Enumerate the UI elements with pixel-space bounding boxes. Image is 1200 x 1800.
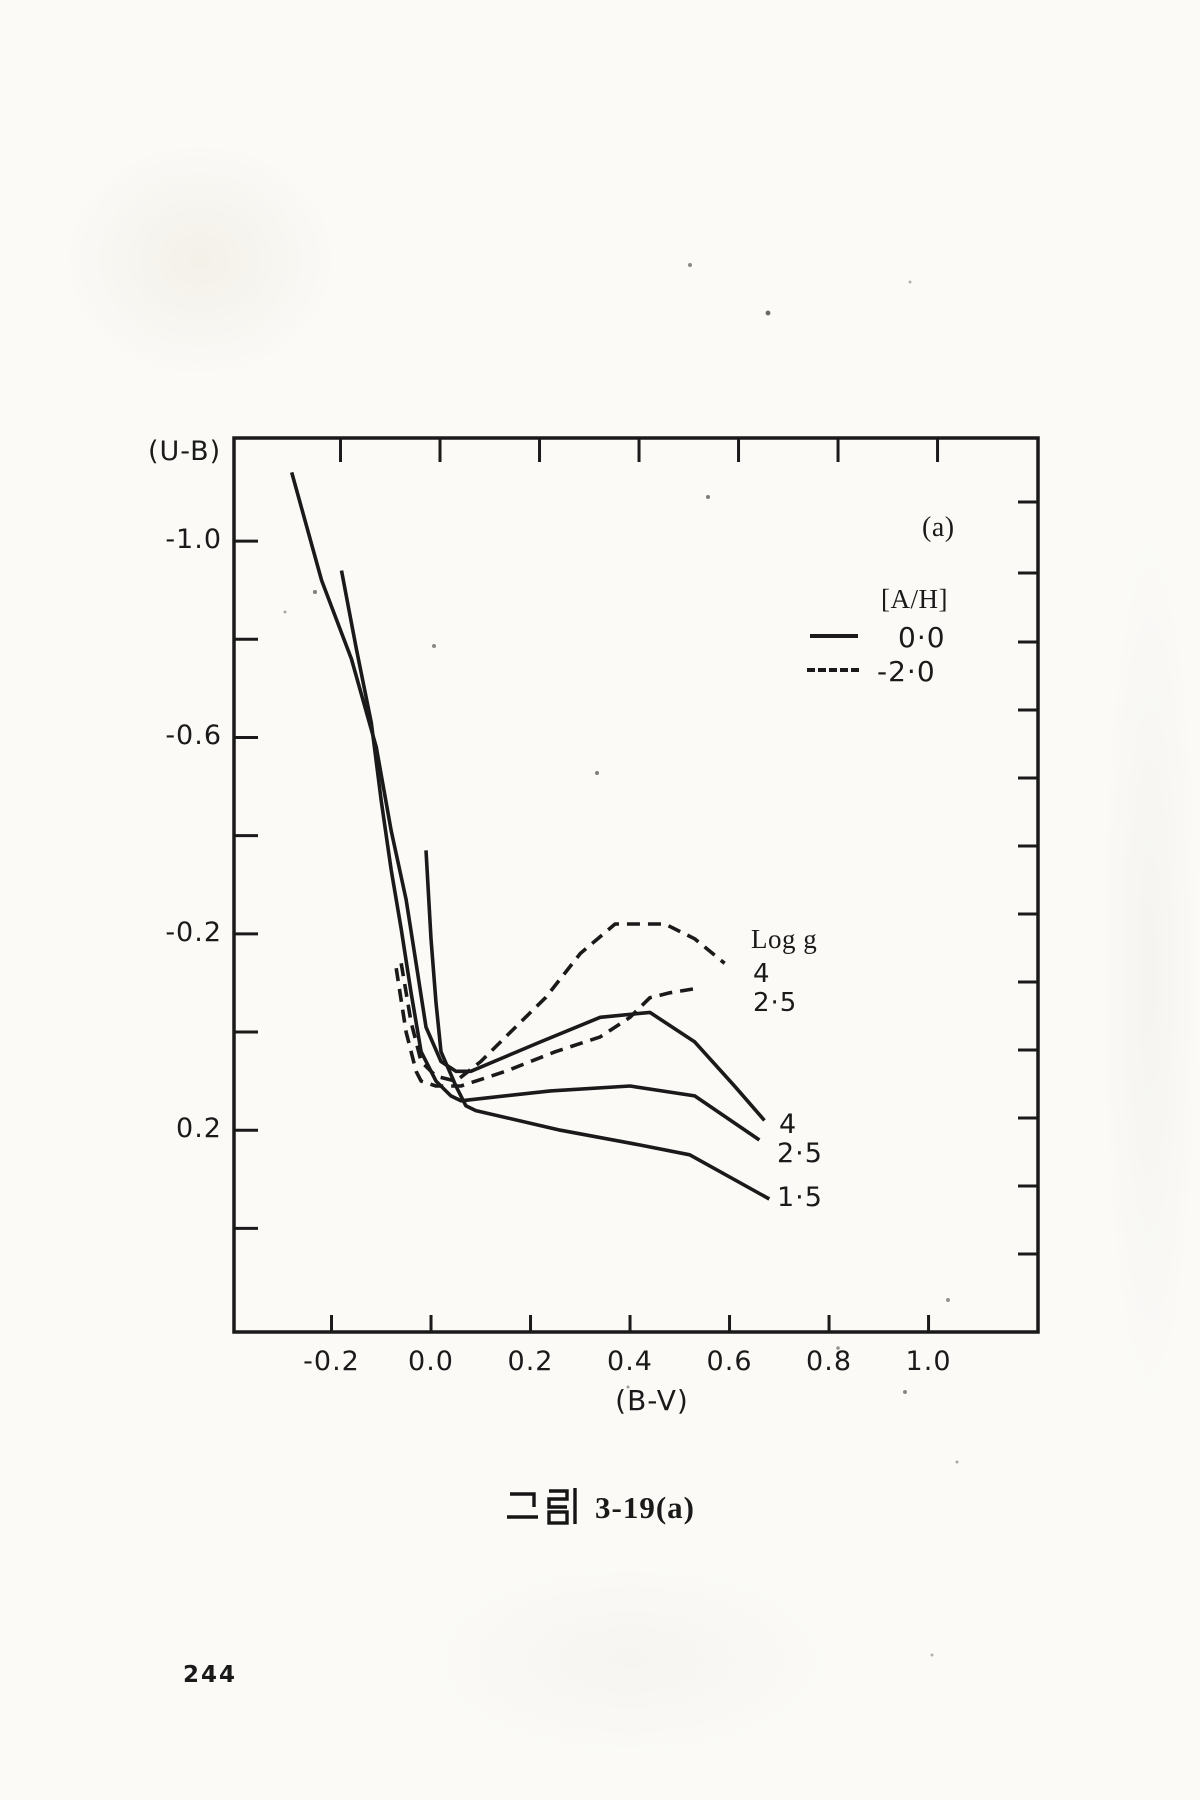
hangul-stroke [547,1510,569,1525]
x-tick-label-0.6: 0.6 [706,1346,753,1377]
x-tick-label-1.0: 1.0 [905,1346,952,1377]
curve-dashed-logg25 [394,967,700,1088]
y-tick-label--0.2: -0.2 [165,916,222,948]
hangul-stroke [510,1492,536,1507]
log-g-group-title: Log g [751,924,818,954]
page-number: 244 [183,1662,238,1688]
legend-dashed-line-swatch [807,668,859,672]
scan-noise [283,263,959,1657]
curve-label-dashed-logg25: 2·5 [753,988,798,1018]
curve-dashed-logg4 [399,922,726,1083]
plot-frame [232,436,1040,1334]
figure-caption: 3-19(a) [0,1486,1200,1526]
curve-solid-logg15 [424,850,771,1201]
legend-label-dashed: -2·0 [877,655,936,688]
legend-title: [A/H] [881,584,948,614]
hangul-stroke [547,1489,569,1509]
panel-letter-label: (a) [922,512,955,543]
x-tick-label-0.8: 0.8 [806,1346,853,1377]
caption-hangul-geurim [507,1488,577,1525]
curve-label-solid-logg15: 1·5 [777,1182,823,1213]
x-tick-label--0.2: -0.2 [303,1346,360,1377]
legend-label-solid: 0·0 [898,621,946,654]
curve-label-dashed-logg4: 4 [753,959,771,989]
curve-solid-logg25 [339,570,761,1142]
curve-solid-logg4 [289,471,766,1122]
y-tick-label--1.0: -1.0 [165,524,222,556]
x-axis-label: (B-V) [615,1384,689,1417]
y-tick-label-0.2: 0.2 [176,1113,222,1145]
x-tick-label-0.4: 0.4 [607,1346,653,1377]
axis-ticks [234,438,1038,1332]
legend-solid-line-swatch [810,634,858,638]
caption-figure-ref: 3-19(a) [595,1490,695,1525]
y-tick-label--0.6: -0.6 [165,720,222,752]
curve-label-solid-logg25: 2·5 [777,1138,823,1169]
y-axis-label: (U-B) [148,436,222,467]
curve-label-solid-logg4: 4 [779,1109,798,1140]
x-tick-label-0.0: 0.0 [408,1346,454,1377]
x-tick-label-0.2: 0.2 [507,1346,554,1377]
